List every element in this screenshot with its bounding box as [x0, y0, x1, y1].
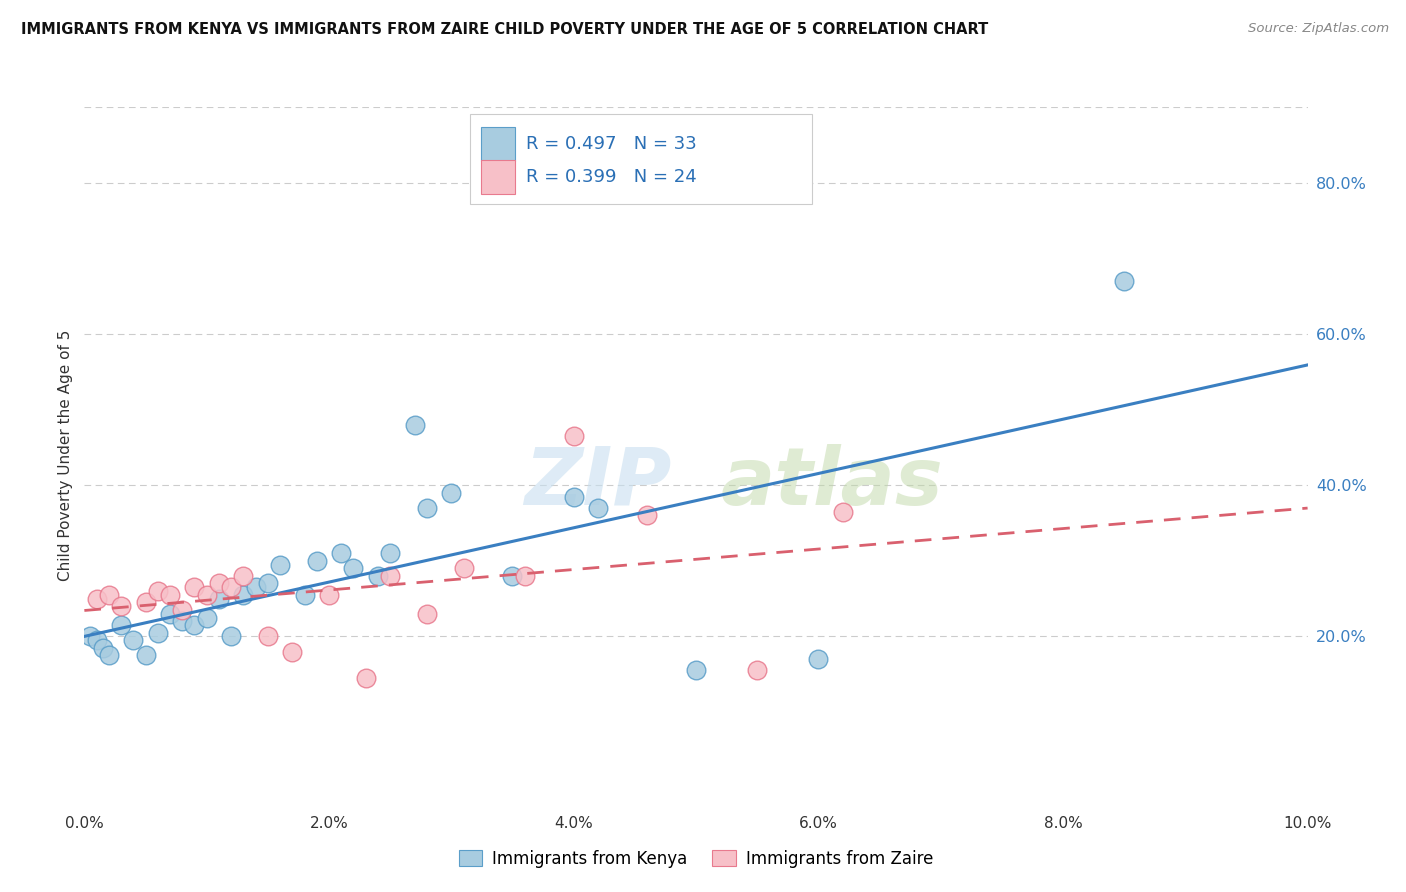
Text: R = 0.497   N = 33: R = 0.497 N = 33 [526, 136, 696, 153]
Point [257, 576, 280, 591]
Point [367, 569, 389, 583]
Point [97, 648, 120, 663]
Point [354, 671, 377, 685]
Point [146, 584, 169, 599]
Point [159, 607, 181, 621]
Point [86, 633, 108, 648]
Point [91, 640, 114, 655]
Point [831, 505, 853, 519]
Point [232, 588, 254, 602]
Point [159, 588, 181, 602]
Point [219, 629, 242, 643]
Point [135, 648, 157, 663]
Point [172, 615, 194, 629]
Point [562, 429, 585, 443]
Point [440, 485, 463, 500]
Point [257, 629, 280, 643]
Point [404, 417, 426, 432]
Point [747, 664, 769, 678]
Point [183, 618, 205, 632]
Point [172, 603, 194, 617]
Point [208, 576, 231, 591]
Point [135, 595, 157, 609]
Text: ZIP: ZIP [524, 443, 672, 522]
Point [294, 588, 316, 602]
Point [502, 569, 524, 583]
Point [453, 561, 475, 575]
Point [636, 508, 658, 523]
Point [269, 558, 291, 572]
Point [232, 569, 254, 583]
Point [208, 591, 231, 606]
Point [195, 588, 218, 602]
Point [183, 580, 205, 594]
Point [305, 554, 328, 568]
Point [110, 599, 132, 614]
Point [146, 625, 169, 640]
Point [245, 580, 267, 594]
Point [416, 607, 439, 621]
Point [281, 644, 304, 658]
Point [86, 591, 108, 606]
Point [342, 561, 364, 575]
Point [380, 546, 402, 560]
Point [380, 569, 402, 583]
Text: IMMIGRANTS FROM KENYA VS IMMIGRANTS FROM ZAIRE CHILD POVERTY UNDER THE AGE OF 5 : IMMIGRANTS FROM KENYA VS IMMIGRANTS FROM… [21, 22, 988, 37]
Point [562, 490, 585, 504]
Point [685, 664, 707, 678]
Point [416, 500, 439, 515]
Point [97, 588, 120, 602]
Point [513, 569, 536, 583]
Point [1114, 274, 1136, 288]
Text: Source: ZipAtlas.com: Source: ZipAtlas.com [1249, 22, 1389, 36]
Text: R = 0.399   N = 24: R = 0.399 N = 24 [526, 168, 696, 186]
Point [330, 546, 353, 560]
Point [122, 633, 145, 648]
Point [79, 629, 101, 643]
Point [219, 580, 242, 594]
Point [807, 652, 830, 666]
Point [195, 610, 218, 624]
Y-axis label: Child Poverty Under the Age of 5: Child Poverty Under the Age of 5 [58, 329, 73, 581]
Legend: Immigrants from Kenya, Immigrants from Zaire: Immigrants from Kenya, Immigrants from Z… [453, 843, 939, 874]
Point [586, 500, 609, 515]
Text: atlas: atlas [720, 443, 943, 522]
Point [110, 618, 132, 632]
Point [318, 588, 340, 602]
